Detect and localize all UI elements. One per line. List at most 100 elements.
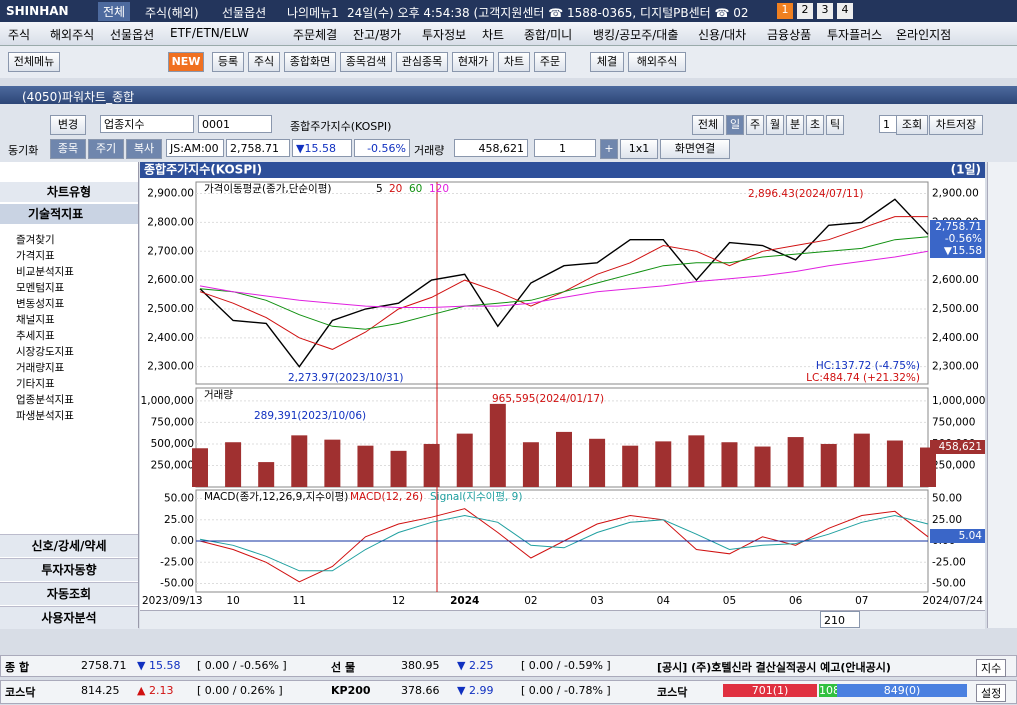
menu-item[interactable]: 종합/미니 — [524, 28, 573, 42]
page-button[interactable]: 1 — [777, 3, 793, 19]
period-button[interactable]: 주 — [746, 115, 764, 135]
status-text: 380.95 — [401, 659, 440, 672]
menu-item[interactable]: 온라인지점 — [896, 28, 952, 42]
toolbar-button[interactable]: 체결 — [590, 52, 624, 72]
sync-button[interactable]: 복사 — [126, 139, 162, 159]
scroll-count[interactable]: 210 — [820, 611, 860, 628]
indicators[interactable]: 기술적지표 — [0, 204, 138, 224]
grid-button[interactable]: 1x1 — [620, 139, 658, 159]
status-text[interactable]: 지수 — [976, 659, 1007, 677]
panel-button[interactable]: 사용자분석 — [0, 606, 138, 629]
tree-item[interactable]: 시장강도지표 — [16, 346, 74, 358]
chart-type[interactable]: 차트유형 — [0, 182, 138, 202]
y-tick-label: 250,000 — [932, 459, 975, 471]
tab[interactable]: 나의메뉴1 — [287, 6, 339, 20]
series-line — [199, 514, 929, 572]
change-button[interactable]: 변경 — [50, 115, 86, 135]
tree-item[interactable]: 추세지표 — [16, 330, 55, 342]
market-select[interactable]: 업종지수 — [100, 115, 194, 133]
page-button[interactable]: 2 — [797, 3, 813, 19]
panel-button[interactable]: 자동조회 — [0, 582, 138, 605]
tree-item[interactable]: 파생분석지표 — [16, 410, 74, 422]
toolbar-button[interactable]: 주문 — [534, 52, 566, 72]
save-button[interactable]: 차트저장 — [929, 115, 983, 135]
volume-bar — [920, 447, 936, 487]
menu-item[interactable]: 주식 — [8, 28, 31, 42]
y-tick-label: 1,000,000 — [932, 395, 985, 407]
layout-count[interactable]: 1 — [534, 139, 596, 157]
menu-item[interactable]: 해외주식 — [50, 28, 95, 42]
toolbar-button[interactable]: 관심종목 — [396, 52, 448, 72]
tab[interactable]: 주식(해외) — [145, 6, 199, 20]
title-bar: SHINHAN 전체 주식(해외) 선물옵션 나의메뉴1 24일(수) 오후 4… — [0, 0, 1017, 22]
menu-item[interactable]: 주문체결 — [293, 28, 338, 42]
code-input[interactable]: 0001 — [198, 115, 272, 133]
plus-button[interactable]: + — [600, 139, 618, 159]
panel-button[interactable]: 신호/강세/약세 — [0, 534, 138, 557]
x-tick-label: 04 — [657, 595, 671, 607]
tree-item[interactable]: 변동성지표 — [16, 298, 65, 310]
menu-item[interactable]: 금융상품 — [767, 28, 812, 42]
toolbar-button[interactable]: 해외주식 — [628, 52, 686, 72]
menu-item[interactable]: 신용/대차 — [698, 28, 747, 42]
legend-entry: 120 — [429, 183, 449, 195]
menu-item[interactable]: 잔고/평가 — [353, 28, 402, 42]
menu-item[interactable]: 뱅킹/공모주/대출 — [593, 28, 679, 42]
panel-button[interactable]: 투자자동향 — [0, 558, 138, 581]
volume-bar — [787, 437, 804, 487]
period-button[interactable]: 전체 — [692, 115, 724, 135]
toolbar-button[interactable]: 등록 — [212, 52, 244, 72]
period-button[interactable]: 초 — [806, 115, 824, 135]
toolbar-button[interactable]: 종합화면 — [284, 52, 336, 72]
tab[interactable]: 선물옵션 — [222, 6, 267, 20]
query-button[interactable]: 조회 — [896, 115, 928, 135]
tree-item[interactable]: 채널지표 — [16, 314, 55, 326]
page-button[interactable]: 3 — [817, 3, 833, 19]
toolbar-button[interactable]: 종목검색 — [340, 52, 392, 72]
price: 2,758.71 — [226, 139, 290, 157]
tree-item[interactable]: 거래량지표 — [16, 362, 65, 374]
status-text: 코스닥 — [5, 686, 36, 699]
tree-item[interactable]: 가격지표 — [16, 250, 55, 262]
y-tick-label: 25.00 — [164, 514, 194, 526]
last-price-box — [930, 220, 985, 258]
status-row: 코스닥 814.25 ▲ 2.13 [ 0.00 / 0.26% ] KP200 378.… — [0, 680, 1017, 704]
y-tick-label: 2,900.00 — [147, 188, 194, 200]
period-button[interactable]: 일 — [726, 115, 744, 135]
sync-button[interactable]: 주기 — [88, 139, 124, 159]
menu-item[interactable]: 선물옵션 — [110, 28, 155, 42]
link-button[interactable]: 화면연결 — [660, 139, 730, 159]
menu-item[interactable]: 투자플러스 — [827, 28, 883, 42]
x-tick-label: 10 — [226, 595, 239, 607]
toolbar-button[interactable]: 현재가 — [452, 52, 494, 72]
toolbar-button[interactable]: 차트 — [498, 52, 530, 72]
status-text[interactable]: 설정 — [976, 684, 1007, 702]
toolbar-button[interactable]: 전체메뉴 — [8, 52, 60, 72]
tree-item[interactable]: 모멘텀지표 — [16, 282, 65, 294]
toolbar-button[interactable]: 주식 — [248, 52, 280, 72]
drawing-tools — [987, 162, 1017, 628]
tree-item[interactable]: 업종분석지표 — [16, 394, 74, 406]
page-button[interactable]: 4 — [837, 3, 853, 19]
menu-item[interactable]: 투자정보 — [422, 28, 467, 42]
period-button[interactable]: 분 — [786, 115, 804, 135]
sync-button[interactable]: 종목 — [50, 139, 86, 159]
tab[interactable]: 전체 — [98, 2, 131, 21]
last-macd-box — [930, 529, 985, 543]
toolbar-button[interactable]: NEW — [168, 52, 204, 72]
time: JS:AM:00 — [166, 139, 224, 157]
series-line — [199, 198, 929, 368]
period-button[interactable]: 월 — [766, 115, 784, 135]
menu-item[interactable]: 차트 — [482, 28, 505, 42]
period-button[interactable]: 틱 — [826, 115, 844, 135]
pane-title: MACD(종가,12,26,9,지수이평) — [204, 491, 348, 503]
y-tick-label: 2,500.00 — [932, 303, 979, 315]
tree-item[interactable]: 기타지표 — [16, 378, 55, 390]
y-tick-label: 2,700.00 — [147, 245, 194, 257]
chart-header-title: 종합주가지수(KOSPI) — [144, 162, 262, 177]
y-tick-label: -25.00 — [932, 556, 966, 568]
tree-item[interactable]: 즐겨찾기 — [16, 234, 55, 246]
last-volume: 458,621 — [939, 441, 982, 453]
tree-item[interactable]: 비교분석지표 — [16, 266, 74, 278]
menu-item[interactable]: ETF/ETN/ELW — [170, 26, 249, 40]
